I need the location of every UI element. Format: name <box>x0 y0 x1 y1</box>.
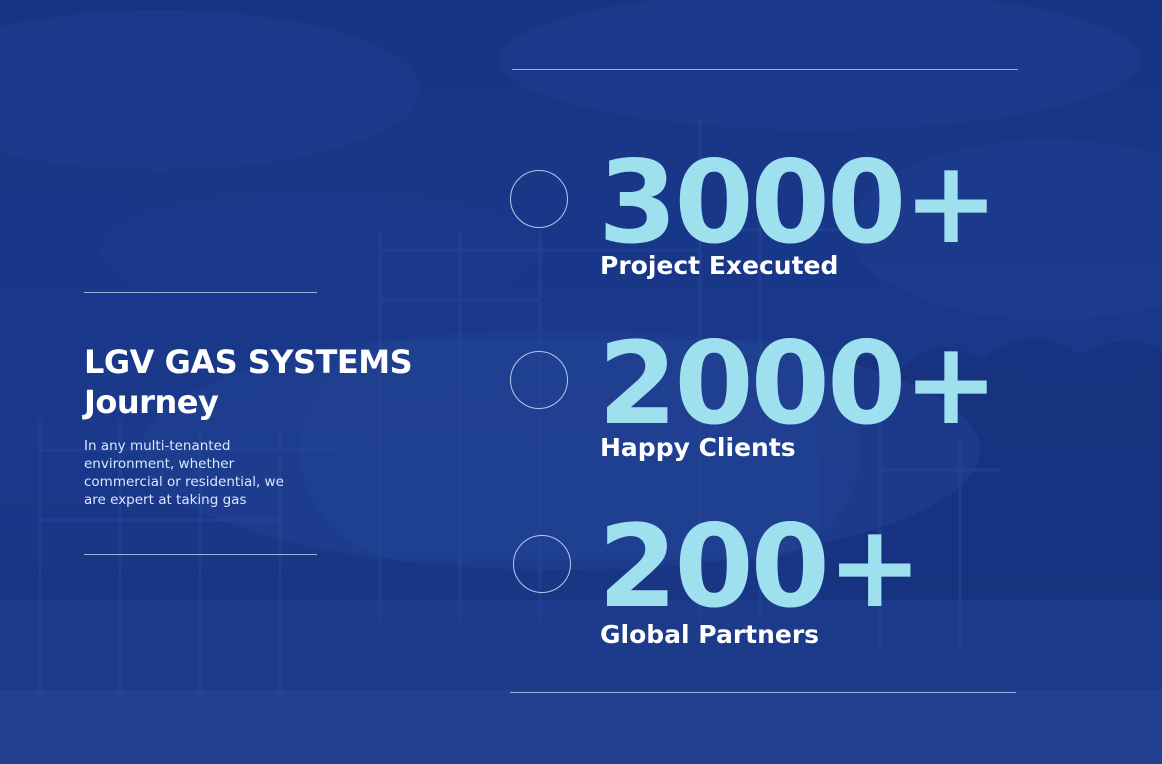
stat-clients: 2000+ Happy Clients <box>510 327 1010 477</box>
stat-partners: 200+ Global Partners <box>510 510 1010 660</box>
stat-value: 200+ <box>598 500 922 633</box>
stat-label: Global Partners <box>600 620 820 649</box>
section-title-line2: Journey <box>84 383 219 421</box>
circle-icon <box>510 351 568 409</box>
circle-icon <box>510 170 568 228</box>
stat-value: 2000+ <box>598 317 999 450</box>
divider-line <box>510 692 1016 693</box>
circle-icon <box>513 535 571 593</box>
section-title-line1: LGV GAS SYSTEMS <box>84 343 413 381</box>
stat-projects: 3000+ Project Executed <box>510 146 1010 296</box>
section-description: In any multi-tenanted environment, wheth… <box>84 438 284 508</box>
stat-label: Happy Clients <box>600 433 796 462</box>
divider-line <box>512 69 1018 70</box>
stat-label: Project Executed <box>600 251 839 280</box>
divider-line <box>84 292 317 293</box>
section-title: LGV GAS SYSTEMS Journey <box>84 342 464 422</box>
stat-value: 3000+ <box>598 136 999 269</box>
divider-line <box>84 554 317 555</box>
